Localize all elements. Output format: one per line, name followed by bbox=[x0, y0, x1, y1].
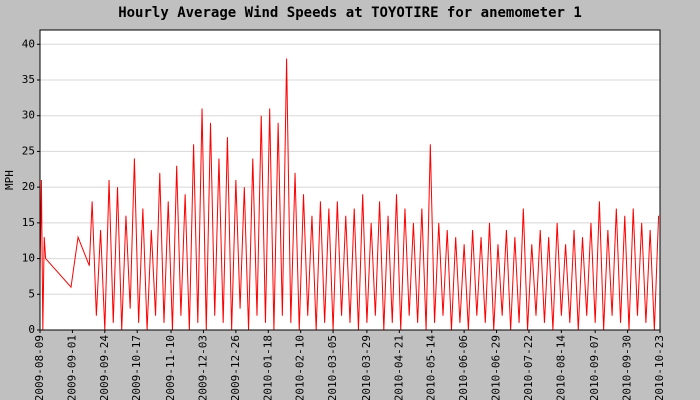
x-tick-label: 2010-07-22 bbox=[522, 335, 535, 400]
y-tick-label: 25 bbox=[22, 144, 35, 157]
x-tick-label: 2010-10-23 bbox=[653, 335, 666, 400]
x-tick-label: 2010-09-07 bbox=[588, 335, 601, 400]
y-tick-label: 15 bbox=[22, 216, 35, 229]
x-tick-label: 2009-10-17 bbox=[130, 335, 143, 400]
y-tick-label: 5 bbox=[28, 287, 35, 300]
y-tick-label: 0 bbox=[28, 323, 35, 336]
y-tick-label: 35 bbox=[22, 73, 35, 86]
plot-area bbox=[40, 30, 660, 330]
plot-border bbox=[39, 29, 661, 331]
x-tick-label: 2010-04-21 bbox=[392, 335, 405, 400]
x-tick-label: 2009-09-01 bbox=[65, 335, 78, 400]
y-tick-label: 10 bbox=[22, 252, 35, 265]
x-tick-label: 2010-03-29 bbox=[360, 335, 373, 400]
x-tick-label: 2009-08-09 bbox=[33, 335, 46, 400]
y-tick-label: 30 bbox=[22, 109, 35, 122]
y-tick-label: 20 bbox=[22, 180, 35, 193]
x-tick-label: 2010-06-06 bbox=[457, 335, 470, 400]
x-tick-label: 2009-12-03 bbox=[196, 335, 209, 400]
x-tick-label: 2010-01-18 bbox=[261, 335, 274, 400]
x-tick-label: 2009-11-10 bbox=[164, 335, 177, 400]
x-tick-label: 2010-09-30 bbox=[621, 335, 634, 400]
x-tick-label: 2010-02-10 bbox=[294, 335, 307, 400]
x-tick-label: 2009-09-24 bbox=[98, 335, 111, 400]
chart-title: Hourly Average Wind Speeds at TOYOTIRE f… bbox=[118, 5, 582, 21]
x-tick-label: 2010-05-14 bbox=[425, 335, 438, 400]
x-tick-label: 2010-06-29 bbox=[490, 335, 503, 400]
x-tick-label: 2009-12-26 bbox=[229, 335, 242, 400]
y-axis-label: MPH bbox=[3, 170, 16, 190]
x-tick-label: 2010-03-05 bbox=[326, 335, 339, 400]
x-tick-label: 2010-08-14 bbox=[554, 335, 567, 400]
y-tick-label: 40 bbox=[22, 37, 35, 50]
